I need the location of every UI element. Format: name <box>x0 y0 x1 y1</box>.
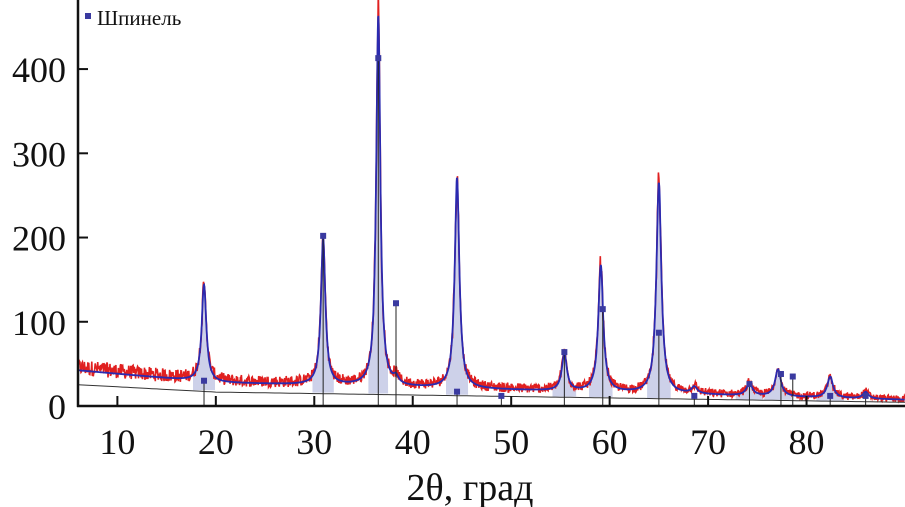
spinel-marker-12 <box>789 373 796 380</box>
spinel-marker-5 <box>498 392 505 399</box>
y-tick-label-100: 100 <box>12 303 66 343</box>
spinel-marker-0 <box>201 377 208 384</box>
legend-label: Шпинель <box>97 6 181 30</box>
legend-marker <box>85 13 91 19</box>
x-tick-label-50: 50 <box>493 422 529 462</box>
x-axis-title: 2θ, град <box>407 467 534 507</box>
x-tick-label-20: 20 <box>198 422 234 462</box>
spinel-marker-7 <box>599 306 606 313</box>
spinel-marker-8 <box>655 329 662 336</box>
x-tick-label-80: 80 <box>789 422 825 462</box>
x-ticks: 10 20 30 40 50 60 70 80 <box>99 396 825 462</box>
spinel-marker-4 <box>454 388 461 395</box>
peak-fill-0 <box>193 282 215 391</box>
y-tick-label-200: 200 <box>12 219 66 259</box>
spinel-marker-6 <box>561 349 568 356</box>
spinel-marker-3 <box>393 300 400 307</box>
spinel-marker-9 <box>691 392 698 399</box>
spinel-marker-10 <box>746 381 753 388</box>
spinel-marker-14 <box>862 392 869 399</box>
x-tick-label-30: 30 <box>296 422 332 462</box>
x-tick-label-70: 70 <box>690 422 726 462</box>
peak-fill-6 <box>589 264 613 398</box>
spinel-marker-2 <box>375 55 382 62</box>
y-tick-label-300: 300 <box>12 134 66 174</box>
legend: Шпинель <box>85 6 181 30</box>
spinel-marker-11 <box>777 370 784 377</box>
peak-fill-7 <box>647 182 671 398</box>
calculated-pattern-line <box>77 15 905 401</box>
spinel-marker-1 <box>320 232 327 239</box>
y-tick-label-400: 400 <box>12 50 66 90</box>
spinel-marker-13 <box>827 392 834 399</box>
y-ticks: 0 100 200 300 400 <box>12 50 88 427</box>
x-tick-label-10: 10 <box>99 422 135 462</box>
y-tick-label-0: 0 <box>48 387 66 427</box>
x-tick-label-40: 40 <box>395 422 431 462</box>
plot-area <box>77 0 905 406</box>
baseline-line <box>77 384 905 403</box>
x-tick-label-60: 60 <box>592 422 628 462</box>
peak-fill-4 <box>446 176 469 395</box>
